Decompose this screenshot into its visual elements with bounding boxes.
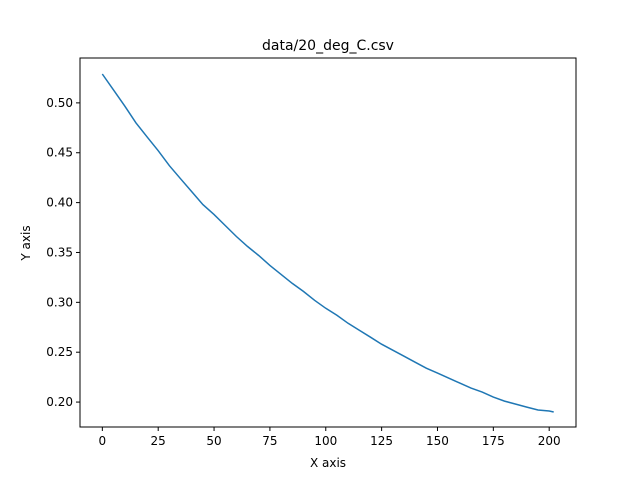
y-axis-label: Y axis [19, 225, 33, 261]
y-tick-label: 0.40 [46, 196, 73, 210]
plot-area [101, 73, 554, 413]
x-tick-label: 150 [426, 434, 449, 448]
axes-frame [79, 57, 577, 428]
y-tick-label: 0.30 [46, 295, 73, 309]
x-tick-label: 50 [206, 434, 221, 448]
x-tick-label: 0 [99, 434, 107, 448]
x-axis-ticks: 0 25 50 75 100 125 150 175 200 [99, 427, 561, 448]
y-tick-label: 0.25 [46, 345, 73, 359]
x-tick-label: 175 [482, 434, 505, 448]
series-line [101, 73, 554, 413]
x-tick-label: 75 [262, 434, 277, 448]
x-tick-label: 100 [314, 434, 337, 448]
y-tick-label: 0.20 [46, 395, 73, 409]
x-tick-label: 125 [370, 434, 393, 448]
y-tick-label: 0.50 [46, 96, 73, 110]
y-tick-label: 0.35 [46, 245, 73, 259]
y-tick-label: 0.45 [46, 146, 73, 160]
x-axis-label: X axis [310, 456, 346, 470]
chart-title: data/20_deg_C.csv [262, 38, 394, 54]
x-tick-label: 25 [151, 434, 166, 448]
x-tick-label: 200 [538, 434, 561, 448]
y-axis-ticks: 0.20 0.25 0.30 0.35 0.40 0.45 0.50 [46, 96, 80, 409]
